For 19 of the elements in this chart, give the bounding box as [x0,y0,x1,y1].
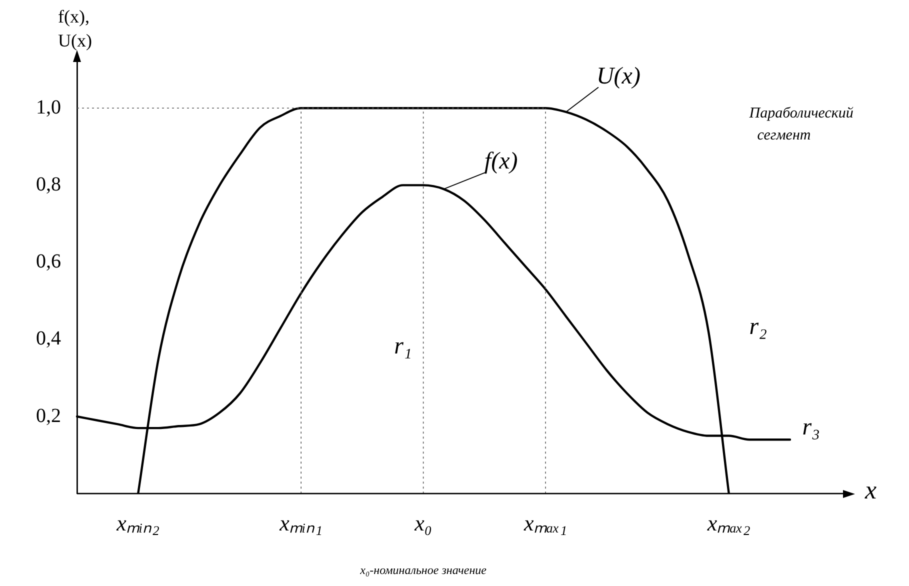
y-tick-label: 1,0 [36,96,61,118]
x-tick-label: xₘₐₓ₂ [706,510,751,536]
series-label: f(x) [484,148,518,174]
annotation: r₁ [394,333,412,360]
annotation: Параболический сегмент [748,105,854,144]
x-axis-title: x [864,475,877,504]
y-tick-label: 0,6 [36,250,61,273]
x-tick-label: xₘₐₓ₁ [522,510,568,536]
y-axis-title: f(x), U(x) [58,6,92,51]
x-tick-label: x₀ [414,510,432,536]
y-tick-label: 0,4 [36,328,61,350]
series-label: U(x) [596,64,640,90]
text: x₀-номинальное значение [359,562,488,577]
y-tick-label: 0,8 [36,173,61,196]
text: r₃ [802,414,820,440]
y-tick-label: 0,2 [36,404,61,427]
annotation: r₂ [749,314,767,340]
x-tick-label: xₘᵢₙ₂ [116,510,160,536]
x-tick-label: xₘᵢₙ₁ [278,510,323,536]
